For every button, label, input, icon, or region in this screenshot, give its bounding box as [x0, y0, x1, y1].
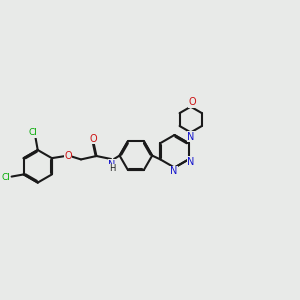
Text: N: N: [188, 157, 195, 166]
Text: Cl: Cl: [1, 172, 10, 182]
Text: N: N: [187, 132, 194, 142]
Text: N: N: [170, 166, 177, 176]
Text: O: O: [64, 151, 72, 160]
Text: H: H: [109, 164, 115, 173]
Text: O: O: [188, 98, 196, 107]
Text: O: O: [89, 134, 97, 144]
Text: Cl: Cl: [29, 128, 38, 137]
Text: N: N: [108, 160, 116, 170]
